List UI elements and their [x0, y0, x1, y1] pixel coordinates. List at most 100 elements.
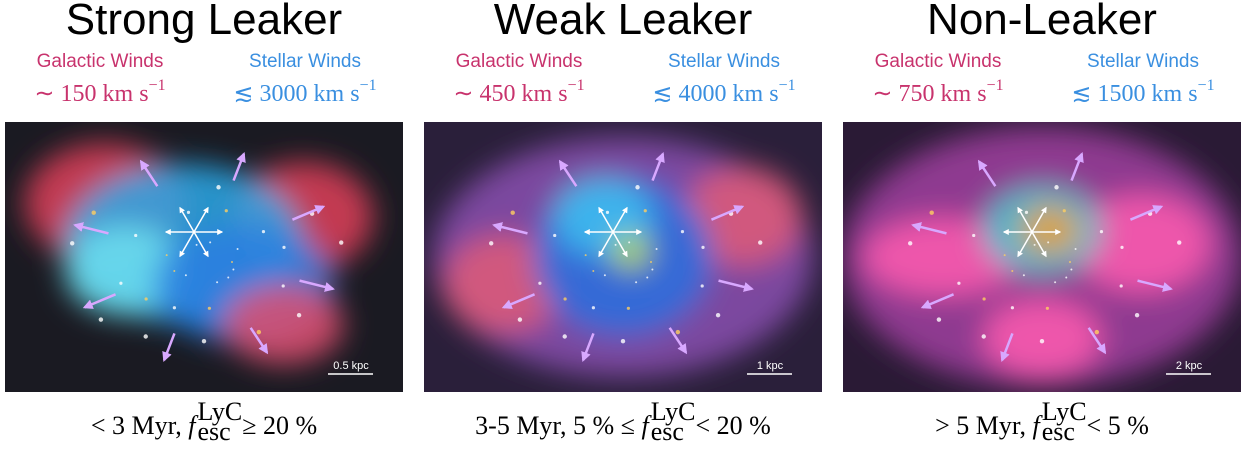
star	[281, 284, 285, 288]
star	[591, 306, 595, 310]
nebula-blob	[64, 225, 185, 316]
star	[98, 317, 104, 322]
value-exponent: −1	[568, 77, 585, 94]
nebula-blob	[862, 217, 1023, 297]
caption-f: f	[641, 411, 652, 440]
caption-post: ≥ 20 %	[242, 411, 317, 440]
star	[231, 261, 233, 263]
star	[584, 254, 587, 257]
star	[646, 276, 649, 279]
star	[592, 269, 595, 272]
caption-sup: LyC	[651, 397, 696, 426]
star	[1054, 281, 1057, 284]
star	[538, 281, 542, 285]
panel-title: Weak Leaker	[494, 0, 752, 44]
star	[261, 229, 266, 234]
star	[1070, 268, 1073, 271]
star	[256, 329, 262, 335]
stellar-arrow	[598, 231, 614, 258]
wind-arrow	[911, 222, 947, 235]
star	[655, 247, 658, 250]
galactic-value: ∼ 750 km s−1	[872, 77, 1003, 107]
wind-arrow	[73, 222, 109, 235]
galactic-value: ∼ 450 km s−1	[453, 77, 584, 107]
panel-title: Non-Leaker	[927, 0, 1157, 44]
star	[1003, 254, 1006, 257]
wind-arrow	[1000, 332, 1014, 363]
star	[1094, 329, 1100, 335]
star	[982, 297, 986, 301]
star	[700, 284, 704, 288]
wind-arrow	[1129, 205, 1164, 221]
wind-arrow	[492, 222, 528, 235]
stellar-arrow	[1031, 206, 1047, 233]
star	[1065, 276, 1068, 279]
star	[626, 306, 630, 310]
star	[635, 281, 638, 284]
star	[620, 339, 626, 344]
wind-arrow	[1070, 151, 1084, 182]
star	[143, 334, 148, 339]
value-text: ∼ 750 km s	[872, 81, 986, 107]
star	[236, 247, 239, 250]
illustration: 0.5 kpc	[5, 122, 403, 392]
value-exponent: −1	[360, 77, 377, 94]
caption-text: > 5 Myr, f	[935, 411, 1043, 440]
caption-sub: esc	[197, 417, 230, 446]
stellar-value: ≲ 4000 km s−1	[652, 77, 795, 107]
caption-f: f	[188, 411, 199, 440]
galactic-value: ∼ 150 km s−1	[34, 77, 165, 107]
star	[207, 306, 211, 310]
stellar-value: ≲ 3000 km s−1	[233, 77, 376, 107]
value-exponent: −1	[149, 77, 166, 94]
caption-sub: esc	[1042, 417, 1075, 446]
star	[296, 312, 302, 318]
star	[186, 210, 191, 214]
star	[201, 339, 207, 344]
star	[981, 334, 986, 339]
wind-arrow	[710, 205, 745, 221]
star	[339, 240, 344, 245]
star	[929, 210, 934, 215]
stellar-arrow	[193, 206, 209, 233]
star	[563, 297, 567, 301]
star	[1054, 185, 1059, 190]
star	[908, 241, 913, 246]
value-text: ∼ 450 km s	[453, 81, 567, 107]
wind-arrow	[1087, 327, 1107, 355]
star	[1039, 339, 1045, 344]
stellar-value: ≲ 1500 km s−1	[1071, 77, 1214, 107]
star	[936, 317, 942, 322]
star	[510, 210, 515, 215]
star	[1045, 306, 1049, 310]
wind-arrow	[139, 159, 159, 187]
star	[209, 241, 212, 244]
wind-arrow	[162, 332, 176, 363]
star	[232, 268, 235, 271]
wind-arrow	[249, 327, 269, 355]
nebula	[843, 127, 1241, 387]
illustration: 1 kpc	[424, 122, 822, 392]
wind-arrow	[651, 151, 665, 182]
star	[1024, 210, 1029, 214]
value-text: ≲ 3000 km s	[233, 81, 359, 107]
star	[1022, 274, 1025, 277]
star	[651, 268, 654, 271]
star	[957, 281, 961, 285]
star	[216, 185, 221, 190]
star	[165, 254, 168, 257]
star	[119, 281, 123, 285]
wind-arrow	[668, 327, 688, 355]
star	[1074, 247, 1077, 250]
star	[1047, 241, 1050, 244]
star	[650, 261, 652, 263]
stellar-arrow	[179, 206, 195, 233]
caption-sub: esc	[651, 417, 684, 446]
star	[1120, 245, 1124, 249]
star	[144, 297, 148, 301]
star	[1011, 269, 1014, 272]
nebula-blob	[1019, 205, 1080, 255]
star	[972, 233, 976, 238]
